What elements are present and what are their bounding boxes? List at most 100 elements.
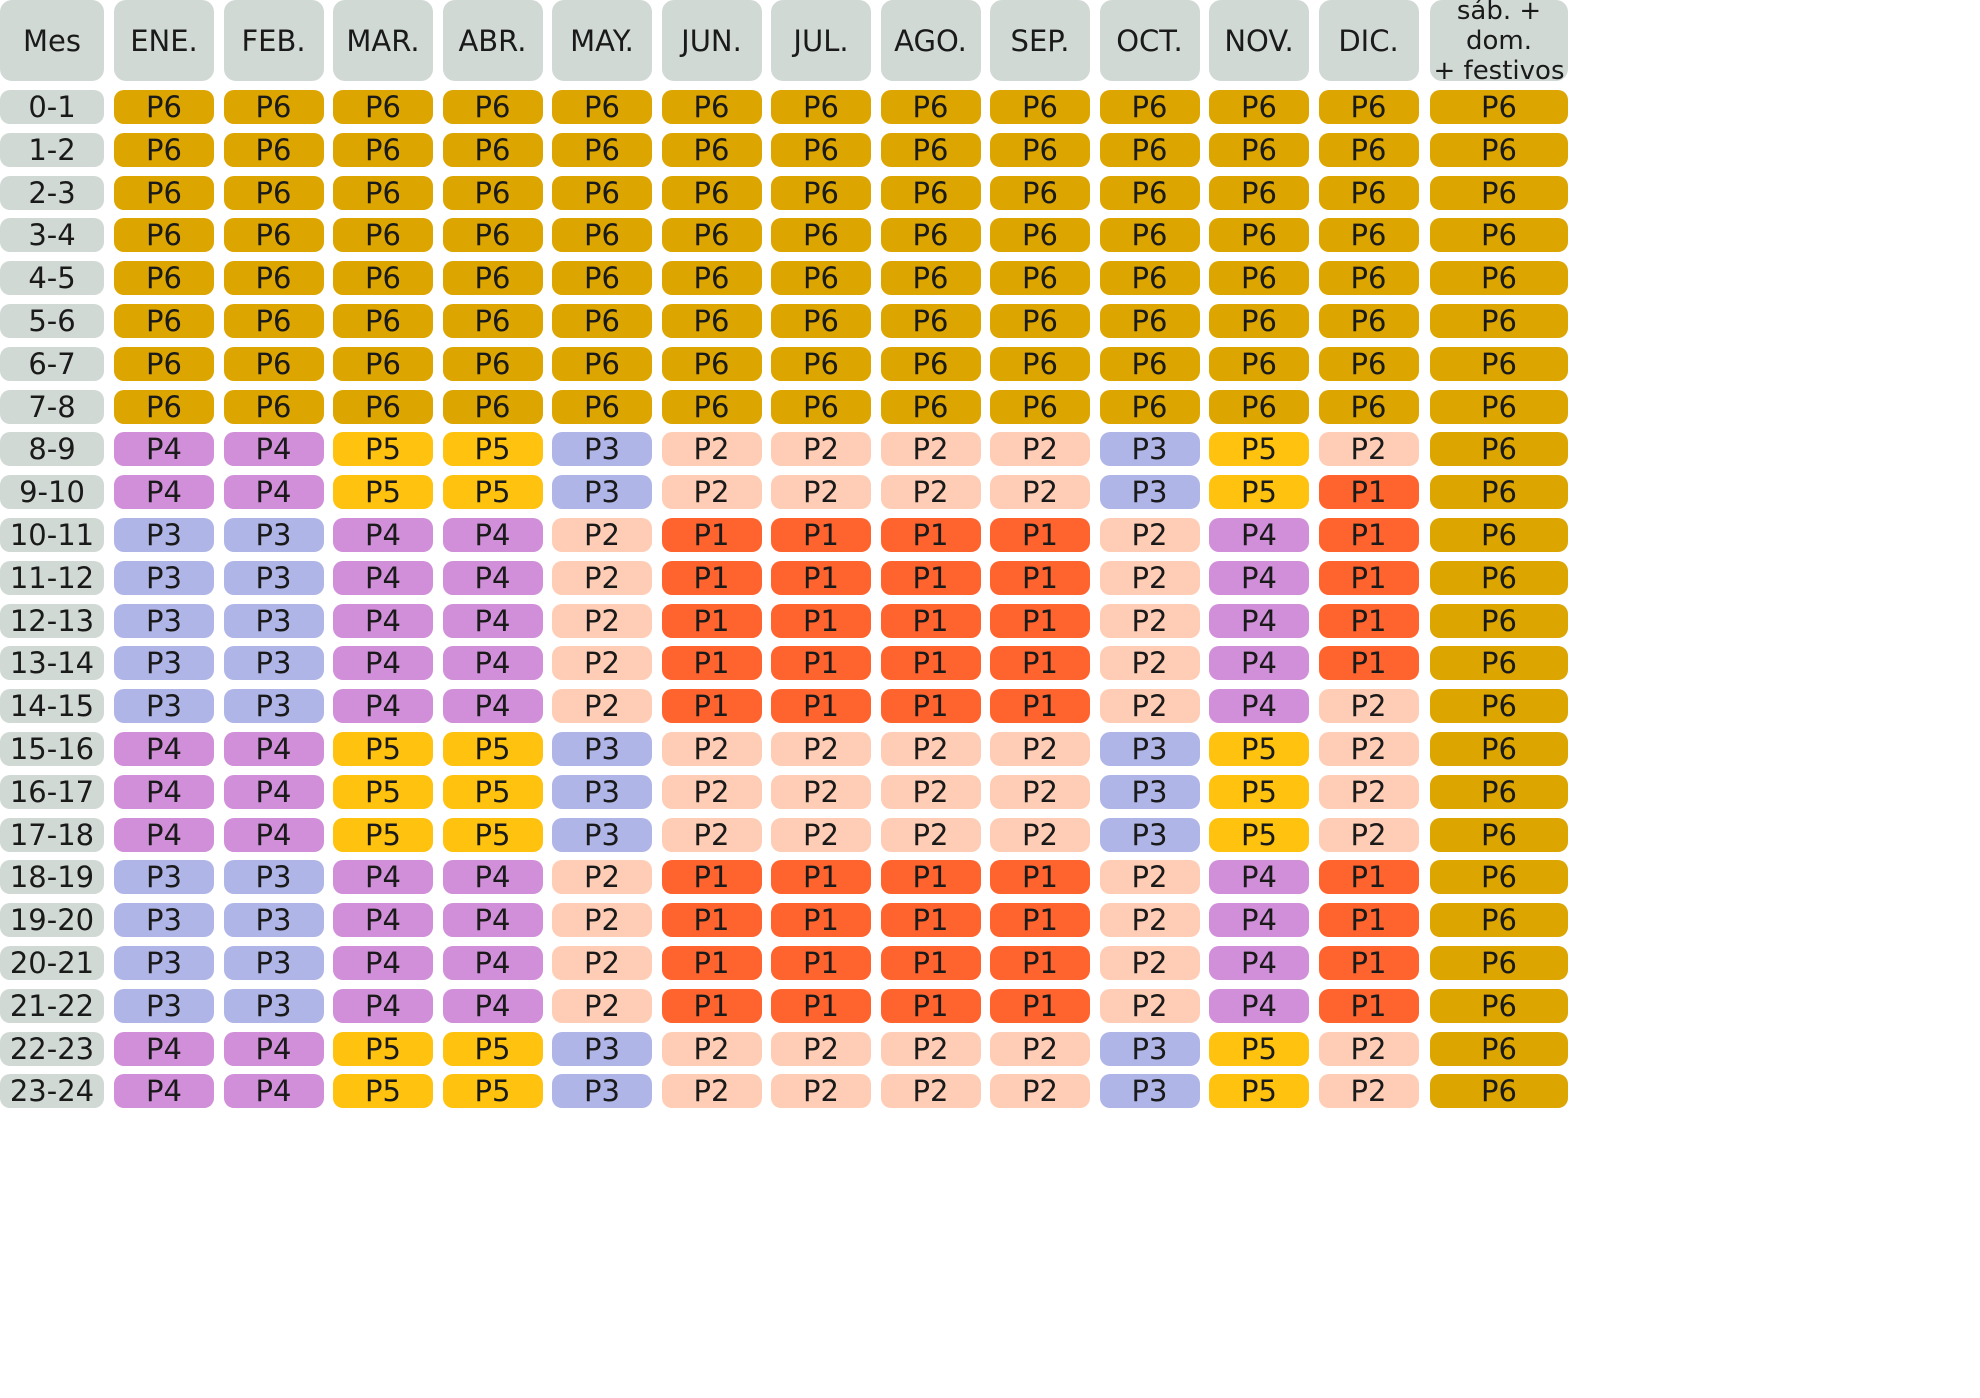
period-cell: P4 xyxy=(1209,946,1309,980)
period-cell: P3 xyxy=(223,518,324,552)
period-cell: P3 xyxy=(1099,1031,1200,1066)
period-cell: P1 xyxy=(771,988,871,1023)
period-cell: P6 xyxy=(771,132,871,167)
period-cell: P6 xyxy=(223,261,324,296)
period-cell: P4 xyxy=(1209,560,1309,595)
period-cell: P6 xyxy=(771,346,871,381)
column-header: ABR. xyxy=(442,0,543,81)
period-cell: P1 xyxy=(990,560,1090,595)
period-cell: P6 xyxy=(990,389,1090,424)
period-cell: P6 xyxy=(1209,218,1309,253)
period-cell: P4 xyxy=(333,689,433,724)
row-hour-label: 12-13 xyxy=(0,603,104,638)
period-cell: P1 xyxy=(990,689,1090,724)
period-cell: P2 xyxy=(661,475,762,510)
period-cell: P6 xyxy=(223,389,324,424)
period-cell: P3 xyxy=(114,560,214,595)
period-cell: P4 xyxy=(114,475,214,510)
period-cell: P6 xyxy=(442,132,543,167)
period-cell: P1 xyxy=(771,646,871,681)
period-cell: P6 xyxy=(442,90,543,124)
period-cell: P2 xyxy=(552,689,652,724)
period-cell: P5 xyxy=(442,1074,543,1109)
period-cell: P1 xyxy=(1318,903,1419,938)
column-header: SEP. xyxy=(990,0,1090,81)
period-cell: P6 xyxy=(442,346,543,381)
period-cell: P2 xyxy=(990,475,1090,510)
period-cell: P3 xyxy=(1099,732,1200,766)
period-cell: P2 xyxy=(552,518,652,552)
period-cell: P2 xyxy=(1318,817,1419,852)
period-cell: P5 xyxy=(333,732,433,766)
period-cell: P4 xyxy=(223,732,324,766)
period-cell: P6 xyxy=(114,261,214,296)
period-cell: P4 xyxy=(223,1031,324,1066)
period-cell: P6 xyxy=(880,132,981,167)
period-cell: P6 xyxy=(1430,732,1568,766)
period-cell: P6 xyxy=(552,132,652,167)
period-cell: P6 xyxy=(1318,304,1419,338)
period-cell: P6 xyxy=(661,90,762,124)
period-cell: P2 xyxy=(990,774,1090,809)
period-cell: P1 xyxy=(990,860,1090,895)
period-cell: P4 xyxy=(114,1074,214,1109)
period-cell: P6 xyxy=(114,90,214,124)
period-cell: P2 xyxy=(771,1031,871,1066)
period-cell: P1 xyxy=(1318,946,1419,980)
period-cell: P2 xyxy=(661,817,762,852)
period-cell: P2 xyxy=(880,817,981,852)
period-cell: P4 xyxy=(333,860,433,895)
period-cell: P5 xyxy=(1209,774,1309,809)
period-cell: P6 xyxy=(223,175,324,210)
period-cell: P5 xyxy=(1209,1074,1309,1109)
period-cell: P1 xyxy=(771,560,871,595)
period-cell: P5 xyxy=(1209,475,1309,510)
period-cell: P6 xyxy=(1099,218,1200,253)
period-cell: P2 xyxy=(661,1031,762,1066)
period-cell: P1 xyxy=(661,860,762,895)
period-cell: P6 xyxy=(1430,774,1568,809)
period-cell: P1 xyxy=(880,689,981,724)
period-cell: P4 xyxy=(114,1031,214,1066)
period-cell: P3 xyxy=(114,518,214,552)
period-cell: P5 xyxy=(442,1031,543,1066)
period-cell: P6 xyxy=(990,304,1090,338)
period-cell: P6 xyxy=(114,218,214,253)
period-cell: P5 xyxy=(333,817,433,852)
period-cell: P3 xyxy=(552,1031,652,1066)
period-cell: P1 xyxy=(771,603,871,638)
period-cell: P6 xyxy=(333,346,433,381)
period-cell: P6 xyxy=(1430,175,1568,210)
period-cell: P5 xyxy=(442,432,543,467)
period-cell: P6 xyxy=(1209,90,1309,124)
period-cell: P5 xyxy=(333,475,433,510)
period-cell: P3 xyxy=(223,988,324,1023)
period-cell: P4 xyxy=(442,903,543,938)
period-cell: P6 xyxy=(1099,346,1200,381)
period-cell: P6 xyxy=(1430,1074,1568,1109)
period-cell: P6 xyxy=(661,346,762,381)
period-cell: P4 xyxy=(1209,860,1309,895)
period-cell: P2 xyxy=(771,732,871,766)
period-cell: P6 xyxy=(1430,988,1568,1023)
period-cell: P2 xyxy=(552,560,652,595)
period-cell: P6 xyxy=(442,175,543,210)
period-cell: P6 xyxy=(1430,860,1568,895)
period-cell: P1 xyxy=(661,518,762,552)
period-cell: P3 xyxy=(552,817,652,852)
period-cell: P2 xyxy=(990,1031,1090,1066)
period-cell: P1 xyxy=(880,603,981,638)
period-cell: P6 xyxy=(1430,518,1568,552)
period-cell: P6 xyxy=(771,261,871,296)
period-cell: P4 xyxy=(223,817,324,852)
period-cell: P3 xyxy=(552,475,652,510)
column-header: MAY. xyxy=(552,0,652,81)
period-cell: P2 xyxy=(880,1031,981,1066)
period-cell: P6 xyxy=(661,261,762,296)
period-cell: P2 xyxy=(661,732,762,766)
row-hour-label: 15-16 xyxy=(0,732,104,766)
row-hour-label: 6-7 xyxy=(0,346,104,381)
period-cell: P4 xyxy=(442,518,543,552)
period-cell: P3 xyxy=(114,988,214,1023)
period-cell: P3 xyxy=(223,903,324,938)
